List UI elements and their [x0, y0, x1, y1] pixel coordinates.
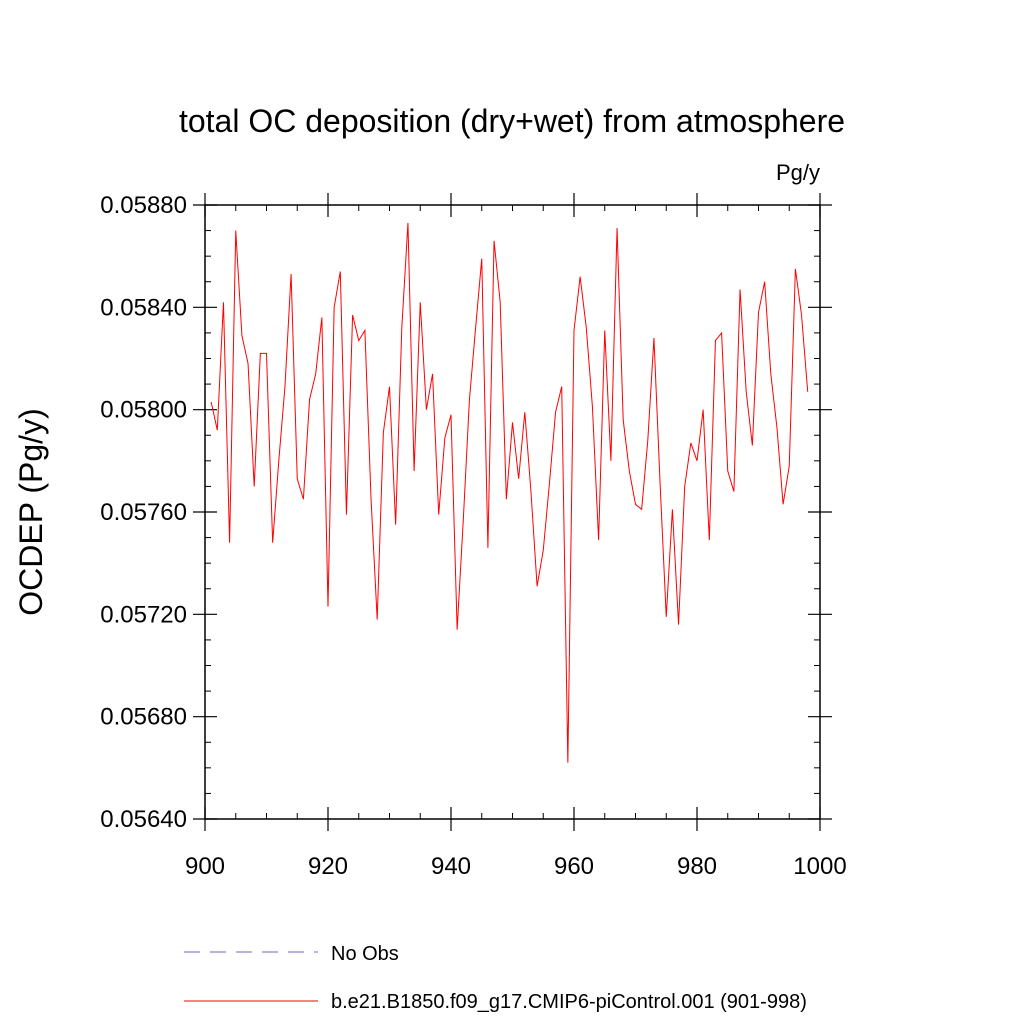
legend: No Obs b.e21.B1850.f09_g17.CMIP6-piContr…	[184, 943, 807, 1013]
y-tick-label: 0.05880	[100, 192, 187, 219]
plot-frame	[204, 204, 821, 820]
y-tick-label: 0.05760	[100, 499, 187, 526]
x-tick-label: 920	[308, 853, 348, 880]
x-tick-label: 980	[677, 853, 717, 880]
y-axis-title: OCDEP (Pg/y)	[13, 408, 49, 615]
y-tick-label: 0.05680	[100, 704, 187, 731]
plot-area: 900 920 940 960 980 1000 0.05640 0.05680 0.05720…	[100, 192, 846, 880]
x-tick-label: 1000	[793, 853, 846, 880]
x-tick-label: 900	[185, 853, 225, 880]
units-label: Pg/y	[776, 160, 820, 185]
y-tick-label: 0.05840	[100, 294, 187, 321]
series-line	[210, 222, 809, 763]
y-tick-label: 0.05800	[100, 397, 187, 424]
x-tick-label: 940	[431, 853, 471, 880]
y-tick-label: 0.05720	[100, 601, 187, 628]
x-tick-label: 960	[554, 853, 594, 880]
y-tick-label: 0.05640	[100, 806, 187, 833]
chart-title: total OC deposition (dry+wet) from atmos…	[179, 103, 845, 139]
legend-label-no-obs: No Obs	[331, 943, 399, 965]
legend-label-model-run: b.e21.B1850.f09_g17.CMIP6-piControl.001 …	[331, 991, 807, 1013]
